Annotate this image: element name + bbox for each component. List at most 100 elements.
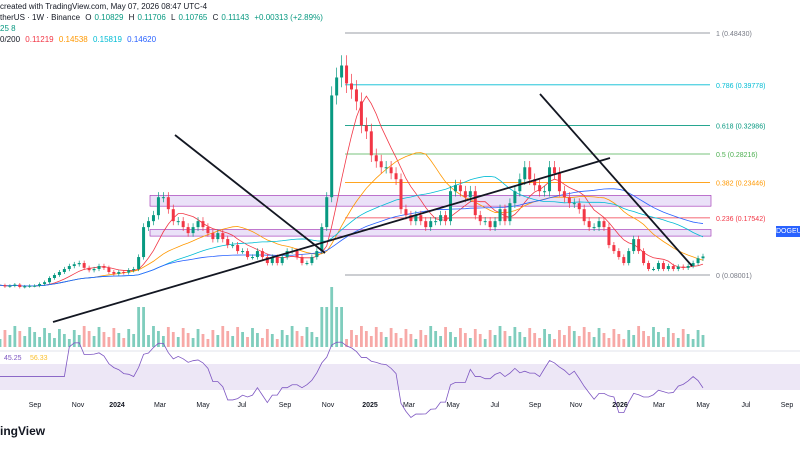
volume-bar xyxy=(92,336,96,347)
candle xyxy=(57,272,61,276)
volume-bar xyxy=(409,334,413,347)
candle xyxy=(43,282,47,284)
volume-bar xyxy=(434,331,438,347)
volume-bar xyxy=(612,329,616,347)
fib-label-5: 0.236 (0.17542) xyxy=(716,216,765,223)
volume-bar xyxy=(236,327,240,347)
volume-bar xyxy=(117,333,121,347)
trendline-2[interactable] xyxy=(539,93,693,267)
volume-bar xyxy=(394,333,398,347)
indicator-values-1: 25 8 xyxy=(0,24,16,33)
volume-bar xyxy=(38,337,42,347)
volume-bar xyxy=(201,334,205,347)
symbol-label[interactable]: therUS · 1W · Binance xyxy=(0,13,81,22)
trendline-0[interactable] xyxy=(52,157,611,323)
candle xyxy=(562,191,566,198)
volume-bar xyxy=(206,339,210,347)
candle xyxy=(444,215,448,222)
volume-bar xyxy=(488,330,492,347)
volume-bar xyxy=(8,335,12,347)
volume-bar xyxy=(87,331,91,347)
candle xyxy=(62,269,66,273)
volume-bar xyxy=(384,337,388,347)
fib-label-3: 0.5 (0.28216) xyxy=(716,152,758,159)
candle xyxy=(463,191,467,198)
volume-bar xyxy=(171,332,175,347)
x-tick-label: Sep xyxy=(529,402,542,409)
candle xyxy=(8,285,12,287)
candle xyxy=(320,227,324,252)
candle xyxy=(691,263,695,267)
volume-bar xyxy=(112,328,116,347)
candle xyxy=(97,266,101,270)
volume-bar xyxy=(67,339,71,347)
volume-bar xyxy=(62,334,66,347)
candle xyxy=(364,125,368,132)
header-credit: created with TradingView.com, May 07, 20… xyxy=(0,2,208,11)
volume-bar xyxy=(632,335,636,347)
candle xyxy=(622,257,626,264)
volume-bar xyxy=(454,337,457,347)
candle xyxy=(612,245,616,252)
rsi-ma-value: 56.33 xyxy=(30,355,48,362)
x-tick-label: Jul xyxy=(238,402,247,409)
candle xyxy=(295,251,299,258)
candle xyxy=(231,245,235,247)
change-value: +0.00313 (+2.89%) xyxy=(254,13,323,22)
x-tick-label: May xyxy=(446,402,460,409)
candle xyxy=(122,272,126,274)
volume-bar xyxy=(231,336,235,347)
candle xyxy=(656,263,660,270)
candle xyxy=(354,89,358,102)
close-label: C xyxy=(212,13,219,22)
candle xyxy=(414,215,418,222)
volume-bar xyxy=(97,327,101,347)
volume-bar xyxy=(270,334,274,347)
candle xyxy=(671,266,675,270)
volume-bar xyxy=(275,339,279,347)
x-tick-label: Sep xyxy=(29,402,42,409)
volume-bar xyxy=(53,338,56,347)
volume-bar xyxy=(335,307,339,347)
candle xyxy=(300,257,304,264)
volume-bar xyxy=(607,338,611,347)
candle xyxy=(132,269,136,271)
candle xyxy=(617,251,621,258)
volume-bar xyxy=(523,337,527,347)
candle xyxy=(538,185,542,192)
candle xyxy=(429,221,433,228)
x-tick-label: Nov xyxy=(72,402,85,409)
volume-bar xyxy=(364,331,368,347)
volume-bar xyxy=(449,332,452,347)
x-tick-label: May xyxy=(196,402,210,409)
volume-bar xyxy=(13,326,17,347)
trendline-1[interactable] xyxy=(174,134,326,254)
open-value: 0.10829 xyxy=(94,13,124,22)
volume-bar xyxy=(147,335,150,347)
volume-bar xyxy=(444,327,447,347)
candle xyxy=(92,269,96,271)
candle xyxy=(38,283,42,286)
volume-bar xyxy=(567,326,571,347)
volume-bar xyxy=(483,339,487,347)
volume-bar xyxy=(251,328,254,347)
candle xyxy=(523,167,527,180)
candle xyxy=(567,197,571,204)
volume-bar xyxy=(216,335,220,347)
volume-bar xyxy=(186,333,190,347)
volume-bar xyxy=(300,336,304,347)
volume-bar xyxy=(701,335,705,347)
volume-bar xyxy=(246,337,249,347)
candle xyxy=(642,251,646,264)
x-tick-label: May xyxy=(696,402,710,409)
volume-bar xyxy=(161,336,165,347)
high-label: H xyxy=(128,13,135,22)
fib-label-2: 0.618 (0.32986) xyxy=(716,123,765,130)
volume-bar xyxy=(0,339,2,347)
volume-bar xyxy=(176,337,180,347)
candle xyxy=(13,284,17,286)
candle xyxy=(67,266,71,270)
x-tick-label: Sep xyxy=(781,402,794,409)
candle xyxy=(647,263,651,270)
